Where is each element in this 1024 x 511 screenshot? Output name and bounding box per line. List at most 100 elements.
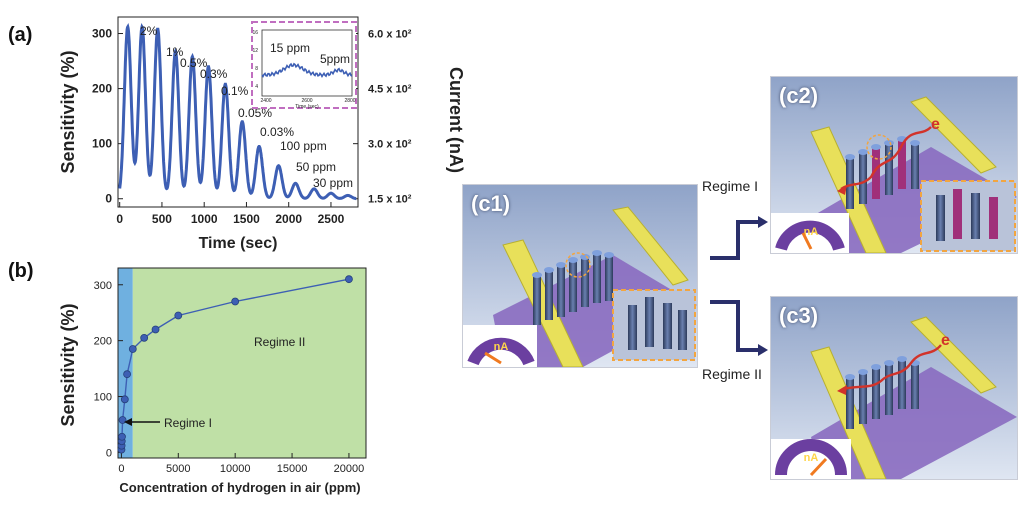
electrode-right (910, 96, 997, 174)
pulse-annotation: 0.1% (221, 84, 249, 98)
panel-label-a: (a) (8, 24, 33, 46)
zoom-inset-c1 (612, 289, 696, 361)
regime-1-band (118, 268, 133, 458)
electron-path (842, 344, 942, 391)
x-tick-label-a: 0 (116, 212, 123, 226)
x-tick-label-a: 2500 (318, 212, 345, 226)
substrate (493, 255, 697, 367)
y-tick-label-b: 300 (94, 280, 112, 292)
inset-frame (261, 29, 353, 97)
y-axis-label-a: Sensitivity (%) (58, 50, 78, 173)
arrow-regime-1 (710, 220, 762, 260)
scene-c2: e nA (c2) (770, 76, 1018, 254)
data-point (345, 275, 353, 284)
inset-x-label: Time (sec) (295, 104, 319, 110)
regime-2-band (132, 268, 366, 458)
x-tick-label-b: 0 (118, 463, 124, 475)
pulse-annotation: 0.3% (200, 67, 228, 81)
plot-frame-b (117, 267, 367, 459)
inset-border (251, 21, 357, 109)
y-tick-label-a: 200 (92, 82, 112, 96)
x-tick-label-a: 2000 (275, 212, 302, 226)
data-points (117, 275, 353, 454)
sensitivity-vs-concentration-chart: 0 5000 10000 15000 20000 0 100 200 300 Regime II… (58, 267, 367, 495)
data-point (118, 416, 127, 424)
x-axis-label-a: Time (sec) (199, 235, 278, 252)
data-point (118, 432, 126, 441)
y2-tick-label-a: 3.0 x 10² (368, 139, 412, 151)
nanowire-scene-c2: e nA (771, 77, 1017, 253)
electrode-right (612, 206, 689, 286)
pulse-annotations: 2% 1%0.5%0.3% 0.1% 0.05% 0.03%100 ppm 50 ppm 3… (140, 24, 353, 190)
electron-symbol: e (941, 332, 950, 349)
axis-ticks-b: 0 5000 10000 15000 20000 0 100 200 300 (94, 280, 365, 475)
data-point (140, 333, 149, 342)
scene-label-c2: (c2) (779, 83, 819, 108)
arrow-regime-2 (710, 300, 762, 352)
inset-x-tick-label: 2600 (301, 98, 312, 104)
data-point (174, 311, 183, 320)
data-point (123, 370, 132, 379)
arrowhead-regime-2 (758, 344, 768, 356)
meter-label-c3: nA (804, 452, 819, 464)
electron-path (840, 126, 932, 191)
inset-y-tick-label: 4 (255, 84, 258, 90)
y-tick-label-b: 0 (106, 447, 112, 459)
pulse-annotation: 0.03% (260, 125, 294, 139)
nanowire-forest (532, 250, 614, 325)
regime-1-arrowhead (124, 418, 132, 426)
pulse-annotation: 30 ppm (313, 176, 353, 190)
y-tick-label-a: 100 (92, 137, 112, 151)
meter-c2: nA (771, 213, 849, 253)
y-tick-label-a: 0 (105, 192, 112, 206)
y2-tick-label-a: 6.0 x 10² (368, 29, 412, 41)
x-tick-label-b: 10000 (220, 463, 251, 475)
meter-c1: nA (463, 325, 537, 367)
x-tick-label-b: 20000 (334, 463, 365, 475)
meter-label-c2: nA (804, 226, 819, 238)
nanowire-forest (845, 356, 920, 429)
x-tick-label-b: 15000 (277, 463, 308, 475)
regime-arrows (710, 216, 768, 356)
inset-x-tick-label: 2800 (344, 98, 355, 104)
x-axis-label-b: Concentration of hydrogen in air (ppm) (119, 480, 360, 495)
arrowhead-regime-1 (758, 216, 768, 228)
zoom-inset-c2 (920, 180, 1016, 252)
pulse-annotation: 1% (166, 45, 184, 59)
inset-y-tick-label: 16 (252, 30, 258, 36)
sensitivity-vs-time-chart: 0 500 1000 1500 2000 2500 0 100 200 300 1.5 x 10² 3… (58, 16, 466, 252)
scene-c3: e nA (c3) (770, 296, 1018, 480)
regime-1-label: Regime I (164, 416, 212, 430)
pulse-annotation: 0.5% (180, 56, 208, 70)
scene-label-c1: (c1) (471, 191, 511, 216)
y-tick-label-a: 300 (92, 27, 112, 41)
scene-c1: nA (c1) (462, 184, 698, 368)
y2-tick-label-a: 4.5 x 10² (368, 84, 412, 96)
y-tick-label-b: 100 (94, 392, 112, 404)
y-axis-label-b: Sensitivity (%) (58, 303, 78, 426)
data-point (231, 297, 240, 306)
electron-symbol: e (931, 116, 940, 133)
regime-2-label: Regime II (254, 335, 305, 349)
inset-x-tick-label: 2400 (260, 98, 271, 104)
x-tick-label-a: 1000 (191, 212, 218, 226)
data-point (151, 325, 160, 334)
electrode-right (910, 316, 997, 394)
meter-c3: nA (771, 439, 851, 479)
data-point (128, 345, 137, 353)
zoom-circle (565, 252, 591, 278)
nanowire-scene-c1: nA (463, 185, 697, 367)
x-tick-label-b: 5000 (166, 463, 190, 475)
plot-frame-a (117, 16, 359, 208)
inset-curve (261, 62, 353, 79)
y2-tick-label-a: 1.5 x 10² (368, 194, 412, 206)
x-tick-label-a: 500 (152, 212, 172, 226)
inset-ticks: 16 12 8 4 2400 2600 2800 (252, 30, 355, 104)
inset-label-15ppm: 15 ppm (270, 41, 310, 55)
pulse-annotation: 50 ppm (296, 160, 336, 174)
pulse-annotation: 100 ppm (280, 139, 327, 153)
pulse-annotation: 2% (140, 24, 158, 38)
axis-ticks-a: 0 500 1000 1500 2000 2500 0 100 200 300 1.5 x 10² 3… (92, 27, 412, 226)
inset-y-tick-label: 12 (252, 48, 258, 54)
pulse-annotation: 0.05% (238, 106, 272, 120)
